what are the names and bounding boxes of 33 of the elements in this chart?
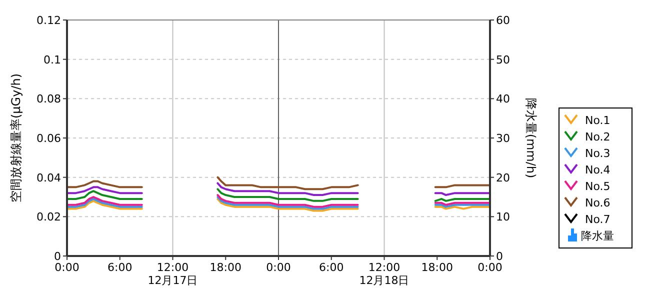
y2-tick-label: 30 [496, 132, 510, 145]
x-tick-label: 18:00 [210, 261, 242, 274]
y2-tick-label: 50 [496, 53, 510, 66]
y2-tick-label: 40 [496, 92, 510, 106]
x-tick-label: 18:00 [421, 261, 453, 274]
x-tick-label: 6:00 [108, 261, 132, 274]
y-tick-label: 0.04 [36, 171, 61, 184]
legend-label: No.2 [585, 130, 610, 144]
x-tick-label: 0:00 [266, 261, 291, 274]
x-tick-label: 12:00 12月17日 [148, 261, 198, 287]
y-tick-label: 0.08 [36, 92, 61, 106]
legend-label: No.4 [585, 164, 610, 176]
y-tick-label: 0 [54, 250, 61, 263]
x-tick-label: 0:00 [478, 261, 502, 274]
x-tick-label: 0:00 [54, 261, 80, 274]
y-axis-title: 空間放射線量率(μGy/h) [9, 73, 23, 203]
y-tick-label: 0.1 [44, 53, 61, 66]
y2-axis-title: 降水量(mm/h) [524, 98, 538, 178]
legend-label: No.5 [585, 180, 610, 193]
y2-tick-label: 60 [496, 14, 510, 27]
legend-label: No.7 [585, 213, 610, 226]
y-tick-label: 0.06 [36, 132, 61, 145]
y2-tick-label: 0 [496, 250, 503, 263]
y2-tick-label: 10 [496, 210, 510, 224]
legend-label: No.6 [585, 196, 610, 210]
x-tick-label: 12:00 12月18日 [359, 261, 410, 287]
y2-tick-label: 20 [496, 171, 510, 184]
legend-label: No.1 [585, 114, 610, 127]
y-tick-label: 0.02 [36, 210, 61, 224]
legend-label: No.3 [585, 147, 610, 160]
x-tick-label: 6:00 [319, 261, 344, 274]
y-tick-label: 0.12 [36, 14, 61, 27]
legend-label: 降水量 [581, 230, 614, 242]
